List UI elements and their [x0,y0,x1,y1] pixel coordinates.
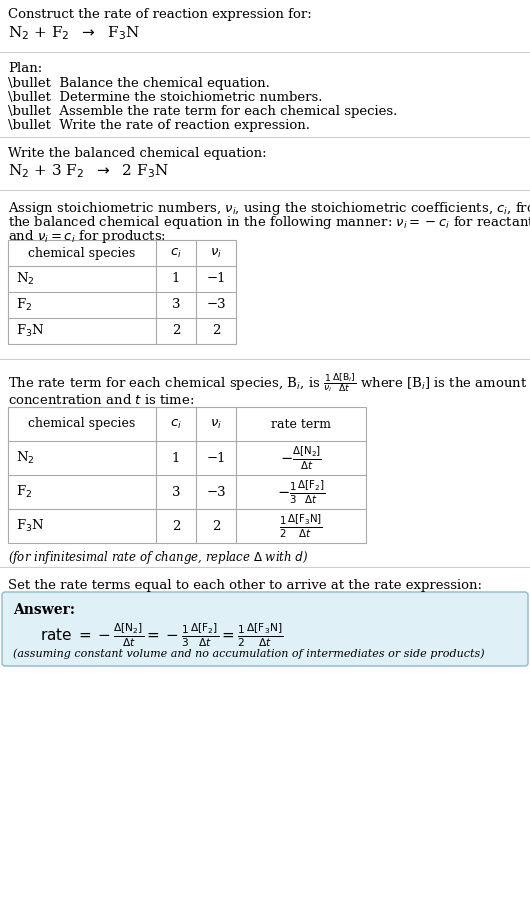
Text: chemical species: chemical species [29,418,136,430]
Text: 2: 2 [172,520,180,532]
Text: Plan:: Plan: [8,62,42,75]
Text: N$_2$ + 3 F$_2$  $\rightarrow$  2 F$_3$N: N$_2$ + 3 F$_2$ $\rightarrow$ 2 F$_3$N [8,162,169,179]
Bar [8,407,366,543]
Text: $-\frac{\Delta[\mathrm{N_2}]}{\Delta t}$: $-\frac{\Delta[\mathrm{N_2}]}{\Delta t}$ [280,444,322,471]
Text: 1: 1 [172,451,180,464]
Text: 2: 2 [212,325,220,338]
Text: concentration and $t$ is time:: concentration and $t$ is time: [8,393,195,407]
Text: rate term: rate term [271,418,331,430]
Text: Write the balanced chemical equation:: Write the balanced chemical equation: [8,147,267,160]
Text: Set the rate terms equal to each other to arrive at the rate expression:: Set the rate terms equal to each other t… [8,579,482,592]
Text: 3: 3 [172,298,180,311]
Text: \bullet  Assemble the rate term for each chemical species.: \bullet Assemble the rate term for each … [8,105,398,118]
Text: $c_i$: $c_i$ [170,418,182,430]
Text: (for infinitesimal rate of change, replace $\Delta$ with $d$): (for infinitesimal rate of change, repla… [8,549,308,566]
Text: N$_2$ + F$_2$  $\rightarrow$  F$_3$N: N$_2$ + F$_2$ $\rightarrow$ F$_3$N [8,24,140,42]
Text: 3: 3 [172,486,180,499]
FancyBboxPatch shape [2,592,528,666]
Text: \bullet  Write the rate of reaction expression.: \bullet Write the rate of reaction expre… [8,119,310,132]
Text: $\nu_i$: $\nu_i$ [210,418,222,430]
Text: 1: 1 [172,272,180,286]
Text: 2: 2 [212,520,220,532]
Text: N$_2$: N$_2$ [16,271,34,287]
Text: $\nu_i$: $\nu_i$ [210,247,222,259]
Text: F$_2$: F$_2$ [16,297,32,313]
Text: −3: −3 [206,486,226,499]
Text: and $\nu_i = c_i$ for products:: and $\nu_i = c_i$ for products: [8,228,166,245]
Text: $c_i$: $c_i$ [170,247,182,259]
Text: $-\frac{1}{3}\frac{\Delta[\mathrm{F_2}]}{\Delta t}$: $-\frac{1}{3}\frac{\Delta[\mathrm{F_2}]}… [277,479,325,506]
Text: $\frac{1}{2}\frac{\Delta[\mathrm{F_3N}]}{\Delta t}$: $\frac{1}{2}\frac{\Delta[\mathrm{F_3N}]}… [279,512,323,540]
Text: Answer:: Answer: [13,603,75,617]
Text: \bullet  Balance the chemical equation.: \bullet Balance the chemical equation. [8,77,270,90]
Text: The rate term for each chemical species, B$_i$, is $\frac{1}{\nu_i}\frac{\Delta[: The rate term for each chemical species,… [8,371,527,394]
Text: F$_2$: F$_2$ [16,484,32,500]
Text: −1: −1 [206,451,226,464]
Text: Construct the rate of reaction expression for:: Construct the rate of reaction expressio… [8,8,312,21]
Text: F$_3$N: F$_3$N [16,323,45,339]
Text: Assign stoichiometric numbers, $\nu_i$, using the stoichiometric coefficients, $: Assign stoichiometric numbers, $\nu_i$, … [8,200,530,217]
Text: (assuming constant volume and no accumulation of intermediates or side products): (assuming constant volume and no accumul… [13,648,484,659]
Text: \bullet  Determine the stoichiometric numbers.: \bullet Determine the stoichiometric num… [8,91,322,104]
Text: F$_3$N: F$_3$N [16,518,45,534]
Text: chemical species: chemical species [29,247,136,259]
Text: the balanced chemical equation in the following manner: $\nu_i = -c_i$ for react: the balanced chemical equation in the fo… [8,214,530,231]
Bar [8,240,236,344]
Text: −3: −3 [206,298,226,311]
Text: N$_2$: N$_2$ [16,450,34,466]
Text: −1: −1 [206,272,226,286]
Text: 2: 2 [172,325,180,338]
Text: rate $= -\frac{\Delta[\mathrm{N_2}]}{\Delta t} = -\frac{1}{3}\frac{\Delta[\mathr: rate $= -\frac{\Delta[\mathrm{N_2}]}{\De… [40,621,284,649]
